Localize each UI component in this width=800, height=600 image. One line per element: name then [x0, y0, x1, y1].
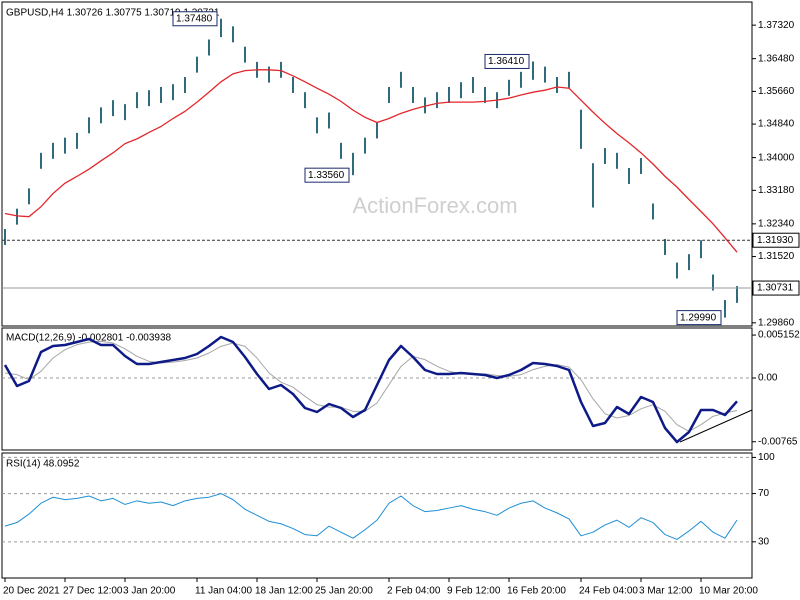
y-tick-label: -0.00765: [758, 436, 798, 447]
level-box: [752, 232, 800, 248]
y-tick-label: 0.005152: [758, 330, 800, 341]
x-tick-label: 27 Dec 12:00: [63, 586, 123, 597]
x-tick-label: 16 Feb 20:00: [507, 586, 566, 597]
watermark: ActionForex.com: [352, 193, 517, 218]
x-tick-label: 24 Feb 04:00: [579, 586, 638, 597]
annotation-label: 1.37480: [176, 13, 213, 24]
y-tick-label: 1.33180: [758, 185, 795, 196]
pane-title: RSI(14) 48.0952: [6, 459, 80, 470]
x-tick-label: 18 Jan 12:00: [255, 586, 313, 597]
annotation-box: [676, 310, 722, 326]
annotation-box: [484, 53, 530, 69]
y-tick-label: 1.29860: [758, 317, 795, 328]
level-label: 1.30731: [757, 283, 794, 294]
annotation-box: [304, 167, 350, 183]
rsi-pane: [1, 452, 753, 579]
price-pane: [1, 1, 753, 327]
annotation-label: 1.33560: [308, 170, 345, 181]
y-tick-label: 0.00: [758, 373, 778, 384]
x-tick-label: 11 Jan 04:00: [195, 586, 253, 597]
x-tick-label: 3 Jan 20:00: [123, 586, 176, 597]
y-tick-label: 1.34840: [758, 119, 795, 130]
level-label: 1.31930: [757, 235, 794, 246]
macd-pane: [1, 327, 753, 451]
x-tick-label: 20 Dec 2021: [3, 586, 60, 597]
annotation-label: 1.36410: [488, 56, 525, 67]
series-line: [4, 340, 738, 432]
y-tick-label: 70: [758, 488, 770, 499]
y-tick-label: 100: [758, 452, 775, 463]
level-box: [752, 280, 800, 296]
trend-line: [679, 409, 753, 443]
x-tick-label: 2 Feb 04:00: [387, 586, 441, 597]
annotation-box: [172, 11, 218, 27]
x-tick-label: 9 Feb 12:00: [447, 586, 501, 597]
pane-title: GBPUSD,H4 1.30726 1.30775 1.30719 1.3073…: [6, 8, 220, 19]
y-tick-label: 1.34000: [758, 152, 795, 163]
annotation-label: 1.29990: [680, 312, 717, 323]
x-tick-label: 25 Jan 20:00: [315, 586, 373, 597]
series-line: [3, 335, 738, 444]
x-tick-label: 3 Mar 12:00: [639, 586, 693, 597]
y-tick-label: 1.31520: [758, 251, 795, 262]
x-tick-label: 10 Mar 20:00: [699, 586, 758, 597]
y-tick-label: 30: [758, 536, 770, 547]
y-tick-label: 1.32340: [758, 218, 795, 229]
series-line: [4, 493, 738, 540]
y-tick-label: 1.35660: [758, 86, 795, 97]
y-tick-label: 1.36480: [758, 53, 795, 64]
y-tick-label: 1.37320: [758, 20, 795, 31]
moving-average: [4, 69, 738, 253]
